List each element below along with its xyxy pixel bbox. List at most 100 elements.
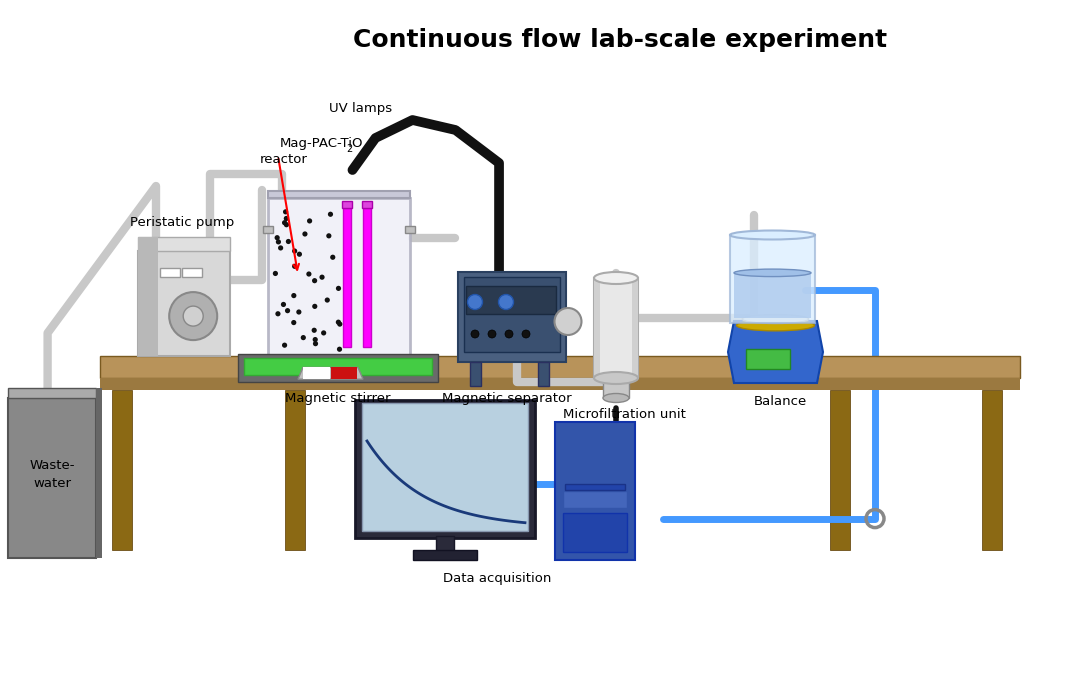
Circle shape [283,216,289,221]
Ellipse shape [603,394,629,402]
Circle shape [312,304,317,309]
Text: Balance: Balance [754,395,807,408]
Text: Mag-PAC-TiO: Mag-PAC-TiO [280,137,363,150]
Bar [362,201,372,208]
Bar [238,354,438,382]
Circle shape [284,222,289,227]
Circle shape [278,246,283,250]
Text: Continuous flow lab-scale experiment: Continuous flow lab-scale experiment [353,28,887,52]
Text: Microfiltration unit: Microfiltration unit [562,408,685,421]
Circle shape [297,252,303,257]
Circle shape [326,233,331,239]
Circle shape [336,286,341,291]
Bar [603,376,629,398]
Bar [746,349,790,369]
Bar [464,277,560,352]
Bar [138,251,230,356]
Circle shape [285,308,290,313]
Bar [303,367,330,379]
Circle shape [292,248,297,254]
Bar [436,536,454,552]
Bar [182,268,202,277]
Bar [7,398,96,558]
Circle shape [296,310,301,314]
Circle shape [276,239,281,244]
Circle shape [285,239,291,244]
Circle shape [273,271,278,276]
Bar [730,235,815,323]
Bar [112,390,131,550]
Bar [355,400,534,538]
Bar [362,403,528,531]
Circle shape [311,327,316,333]
Bar [160,268,180,277]
Circle shape [336,320,341,325]
Circle shape [283,209,289,215]
Circle shape [555,308,582,335]
Bar [538,362,549,386]
Bar [563,513,628,552]
Circle shape [467,294,482,310]
Circle shape [281,302,286,307]
Circle shape [276,311,280,316]
Circle shape [291,293,296,298]
Bar [342,201,352,208]
Circle shape [307,218,312,224]
Ellipse shape [734,269,811,277]
Bar [470,362,481,386]
Circle shape [303,231,308,237]
Text: Magnetic separator: Magnetic separator [441,392,572,405]
Bar [244,358,432,375]
Circle shape [300,335,306,340]
Bar [263,226,273,233]
Circle shape [328,212,334,217]
Circle shape [321,330,326,336]
Bar [594,278,600,378]
Bar [96,388,102,558]
Polygon shape [728,321,823,383]
Bar [413,550,477,560]
Bar [632,278,638,378]
Ellipse shape [594,372,638,384]
Bar [100,356,1020,378]
Text: Peristatic pump: Peristatic pump [130,216,234,229]
Bar [458,272,566,362]
Text: Waste-
water: Waste- water [29,460,75,491]
Bar [285,390,305,550]
Bar [138,237,158,356]
Text: reactor: reactor [260,153,308,166]
Circle shape [282,343,288,348]
Text: UV lamps: UV lamps [329,102,392,115]
Bar [268,198,410,358]
Circle shape [320,275,325,280]
Ellipse shape [730,230,815,239]
Circle shape [471,330,479,338]
Circle shape [313,341,319,346]
Text: Magnetic stirrer: Magnetic stirrer [285,392,391,405]
Circle shape [325,297,330,303]
Circle shape [312,337,317,342]
Bar [594,278,638,378]
Circle shape [489,330,496,338]
Circle shape [505,330,513,338]
Bar [343,208,351,347]
Bar [405,226,415,233]
Circle shape [292,264,297,269]
Circle shape [169,292,217,340]
Circle shape [498,294,513,310]
Circle shape [282,220,288,225]
Ellipse shape [742,314,809,323]
Text: 2: 2 [346,144,353,154]
Circle shape [291,320,296,325]
Bar [268,191,410,198]
Circle shape [183,306,203,326]
Bar [734,272,811,318]
Bar [563,491,628,508]
Circle shape [522,330,530,338]
Bar [830,390,850,550]
Bar [331,367,357,379]
Circle shape [312,278,317,283]
Bar [982,390,1002,550]
Circle shape [337,347,342,352]
Polygon shape [100,378,1020,390]
